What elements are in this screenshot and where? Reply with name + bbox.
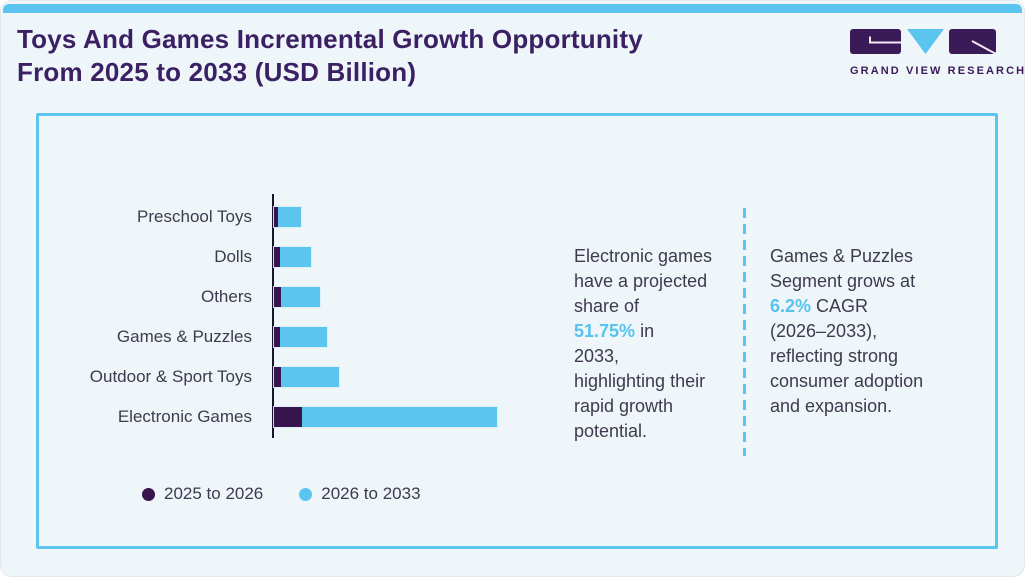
annotation-right-highlight: 6.2% <box>770 296 812 316</box>
bar-stack <box>274 327 327 347</box>
chart-legend: 2025 to 2026 2026 to 2033 <box>142 484 421 504</box>
page-title-line1: Toys And Games Incremental Growth Opport… <box>17 24 643 54</box>
chart-panel: Preschool Toys Dolls Others Games & Puzzles… <box>36 113 998 549</box>
bar-stack <box>274 407 497 427</box>
bar-stack <box>274 367 339 387</box>
annotation-games-puzzles: Games & Puzzles Segment grows at 6.2% CA… <box>770 244 980 419</box>
bar-segment-2026-to-2033 <box>302 407 497 427</box>
bar-category-label: Others <box>200 287 252 306</box>
logo-v-triangle <box>907 29 944 54</box>
bar-row: Outdoor & Sport Toys <box>39 367 739 387</box>
annotation-electronic-games: Electronic games have a projected share … <box>574 244 764 444</box>
bar-segment-2026-to-2033 <box>281 287 320 307</box>
legend-label: 2026 to 2033 <box>321 484 421 503</box>
bar-category-label: Games & Puzzles <box>116 327 252 346</box>
bar-row: Preschool Toys <box>39 207 739 227</box>
bar-row: Others <box>39 287 739 307</box>
bar-stack <box>274 247 311 267</box>
legend-dot-icon <box>142 487 155 501</box>
legend-item: 2026 to 2033 <box>299 484 421 504</box>
top-accent-strip <box>3 4 1022 13</box>
dashed-divider <box>743 208 746 456</box>
legend-dot-icon <box>299 487 313 501</box>
bar-segment-2025-to-2026 <box>274 407 302 427</box>
logo-g-slot <box>869 36 901 44</box>
bar-segment-2025-to-2026 <box>274 247 280 267</box>
bar-stack <box>274 207 301 227</box>
bar-category-label: Preschool Toys <box>137 207 252 226</box>
annotation-left-text-before: Electronic games have a projected share … <box>574 246 713 316</box>
gvr-logo-icon <box>850 29 997 55</box>
annotation-left-text-after: in 2033, highlighting their rapid growth… <box>574 321 706 441</box>
gvr-logo: GRAND VIEW RESEARCH <box>850 29 1025 77</box>
bar-segment-2025-to-2026 <box>274 287 281 307</box>
bar-row: Electronic Games <box>39 407 739 427</box>
annotation-right-text-after: CAGR (2026–2033), reflecting strong cons… <box>770 296 924 416</box>
brand-name: GRAND VIEW RESEARCH <box>850 65 1025 77</box>
bar-category-label: Dolls <box>214 247 252 266</box>
bar-category-label: Electronic Games <box>117 407 252 426</box>
bar-segment-2026-to-2033 <box>281 367 339 387</box>
bar-segment-2026-to-2033 <box>278 207 301 227</box>
legend-label: 2025 to 2026 <box>164 484 264 503</box>
logo-r-leg <box>971 40 997 55</box>
bar-segment-2025-to-2026 <box>274 327 280 347</box>
page-title: Toys And Games Incremental Growth Opport… <box>17 23 643 89</box>
bar-segment-2025-to-2026 <box>274 207 278 227</box>
legend-item: 2025 to 2026 <box>142 484 263 504</box>
bar-row: Games & Puzzles <box>39 327 739 347</box>
annotation-left-highlight: 51.75% <box>574 321 636 341</box>
bar-segment-2026-to-2033 <box>280 247 311 267</box>
page-title-line2: From 2025 to 2033 (USD Billion) <box>17 57 417 87</box>
bar-row: Dolls <box>39 247 739 267</box>
bar-category-label: Outdoor & Sport Toys <box>89 367 252 386</box>
chart-y-axis-line <box>272 194 274 438</box>
bar-segment-2025-to-2026 <box>274 367 281 387</box>
bar-segment-2026-to-2033 <box>280 327 327 347</box>
annotation-right-text-before: Games & Puzzles Segment grows at <box>770 246 916 291</box>
bar-stack <box>274 287 320 307</box>
